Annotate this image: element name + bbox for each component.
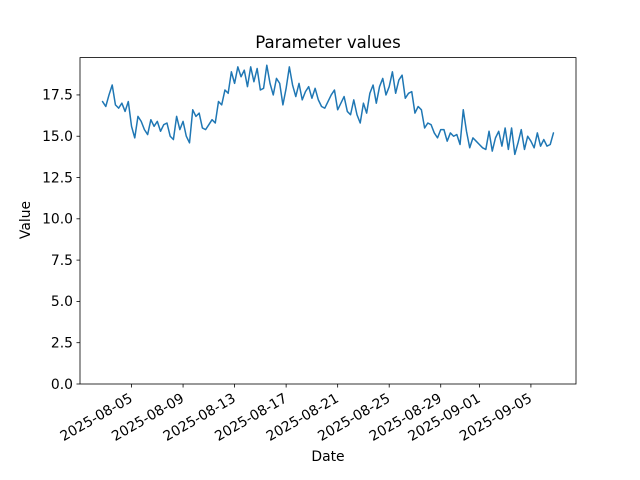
axes-frame [79,57,577,385]
y-tick-label: 12.5 [42,170,73,186]
y-axis-title: Value [18,200,34,240]
chart-title: Parameter values [255,33,401,52]
y-tick-label: 15.0 [42,129,73,145]
y-tick-label: 0.0 [51,377,73,393]
y-tick-label: 7.5 [51,253,73,269]
x-axis-title: Date [311,449,345,465]
y-tick-label: 5.0 [51,294,73,310]
y-tick-label: 17.5 [42,88,73,104]
y-tick-label: 2.5 [51,336,73,352]
y-tick-label: 10.0 [42,212,73,228]
data-line [101,64,555,156]
